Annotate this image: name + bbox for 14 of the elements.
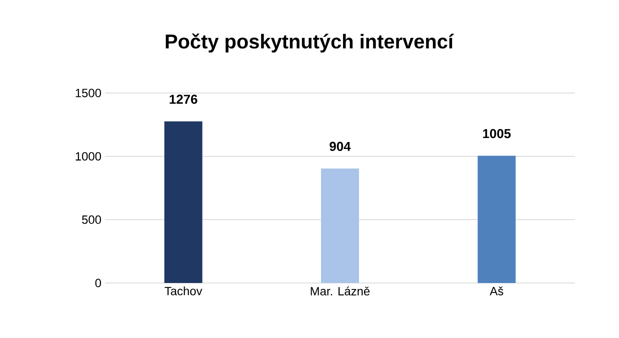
- bar: [478, 156, 516, 283]
- bar: [321, 168, 360, 283]
- y-tick-label: 0: [95, 278, 102, 288]
- y-tick-label: 500: [82, 215, 102, 224]
- y-tick-label: 1500: [76, 88, 102, 98]
- data-label: 1276: [170, 94, 198, 104]
- x-tick-label: Aš: [490, 286, 504, 296]
- data-label: 904: [330, 142, 351, 151]
- x-tick-label: Mar. Lázně: [310, 286, 370, 296]
- chart-title: Počty poskytnutých intervencí: [166, 33, 454, 53]
- x-tick-label: Tachov: [164, 286, 202, 296]
- data-label: 1005: [483, 129, 511, 138]
- bar: [164, 121, 202, 283]
- y-tick-label: 1000: [76, 152, 102, 161]
